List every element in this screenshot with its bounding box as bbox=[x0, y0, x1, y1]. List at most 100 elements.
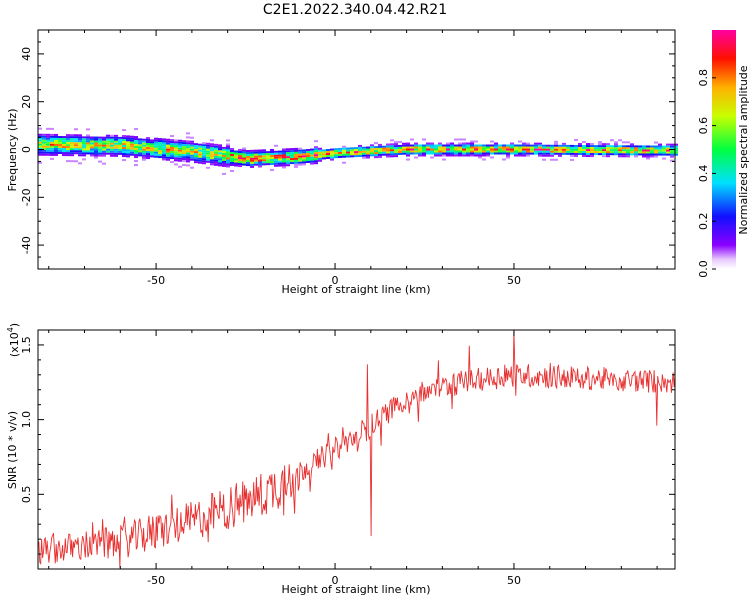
heatmap-cell bbox=[150, 139, 154, 142]
heatmap-cell bbox=[346, 153, 350, 156]
heatmap-cell bbox=[538, 146, 542, 149]
heatmap-cell bbox=[510, 148, 514, 151]
heatmap-cell bbox=[542, 150, 546, 153]
heatmap-cell bbox=[306, 152, 310, 155]
colorbar-tick-label: 0.4 bbox=[697, 165, 710, 183]
heatmap-cell bbox=[106, 138, 110, 141]
heatmap-cell bbox=[614, 151, 618, 154]
heatmap-cell bbox=[618, 155, 622, 158]
heatmap-cell bbox=[646, 151, 650, 154]
heatmap-cell bbox=[122, 159, 126, 162]
heatmap-cell bbox=[538, 150, 542, 153]
heatmap-cell bbox=[74, 150, 78, 153]
heatmap-cell bbox=[54, 139, 58, 142]
spectrogram-y-label: Frequency (Hz) bbox=[6, 109, 19, 192]
heatmap-cell bbox=[50, 137, 54, 140]
heatmap-cell bbox=[182, 142, 186, 145]
heatmap-cell bbox=[146, 155, 150, 158]
heatmap-cell bbox=[158, 140, 162, 143]
heatmap-cell bbox=[674, 149, 678, 152]
heatmap-cell bbox=[70, 142, 74, 145]
heatmap-cell bbox=[626, 151, 630, 154]
heatmap-cell bbox=[450, 146, 454, 149]
heatmap-cell bbox=[590, 155, 594, 158]
heatmap-cell bbox=[62, 144, 66, 147]
heatmap-cell bbox=[590, 151, 594, 154]
x-tick-label: 0 bbox=[332, 274, 339, 287]
heatmap-cell bbox=[298, 157, 302, 160]
heatmap-cell bbox=[486, 150, 490, 153]
heatmap-cell bbox=[190, 148, 194, 151]
heatmap-cell bbox=[158, 138, 162, 141]
heatmap-cell bbox=[102, 146, 106, 149]
heatmap-cell bbox=[234, 162, 238, 165]
heatmap-cell bbox=[546, 146, 550, 149]
heatmap-cell bbox=[46, 139, 50, 142]
heatmap-cell bbox=[134, 136, 138, 139]
heatmap-cell bbox=[226, 143, 230, 146]
heatmap-cell bbox=[130, 151, 134, 154]
heatmap-cell bbox=[290, 156, 294, 159]
heatmap-cell bbox=[174, 143, 178, 146]
heatmap-cell bbox=[518, 148, 522, 151]
heatmap-cell bbox=[206, 160, 210, 163]
heatmap-cell bbox=[278, 150, 282, 153]
heatmap-cell bbox=[534, 142, 538, 145]
heatmap-cell bbox=[570, 148, 574, 151]
heatmap-cell bbox=[42, 137, 46, 140]
heatmap-cell bbox=[570, 150, 574, 153]
heatmap-cell bbox=[554, 140, 558, 143]
heatmap-cell bbox=[214, 157, 218, 160]
heatmap-cell bbox=[522, 142, 526, 145]
heatmap-cell bbox=[646, 153, 650, 156]
heatmap-cell bbox=[654, 147, 658, 150]
heatmap-cell bbox=[522, 150, 526, 153]
heatmap-cell bbox=[86, 150, 90, 153]
heatmap-cell bbox=[38, 127, 42, 130]
heatmap-cell bbox=[78, 152, 82, 155]
heatmap-cell bbox=[282, 158, 286, 161]
heatmap-cell bbox=[122, 149, 126, 152]
heatmap-cell bbox=[206, 158, 210, 161]
heatmap-cell bbox=[262, 149, 266, 152]
heatmap-cell bbox=[102, 144, 106, 147]
heatmap-cell bbox=[206, 148, 210, 151]
heatmap-cell bbox=[74, 152, 78, 155]
heatmap-cell bbox=[46, 141, 50, 144]
heatmap-cell bbox=[450, 142, 454, 145]
heatmap-cell bbox=[70, 160, 74, 163]
heatmap-cell bbox=[438, 146, 442, 149]
heatmap-cell bbox=[226, 139, 230, 142]
heatmap-cell bbox=[330, 148, 334, 151]
heatmap-cell bbox=[254, 159, 258, 162]
heatmap-cell bbox=[318, 151, 322, 154]
heatmap-cell bbox=[414, 146, 418, 149]
heatmap-cell bbox=[194, 157, 198, 160]
colorbar-tick-label: 0.2 bbox=[697, 212, 710, 230]
heatmap-cell bbox=[618, 153, 622, 156]
heatmap-cell bbox=[58, 148, 62, 151]
heatmap-cell bbox=[626, 147, 630, 150]
heatmap-cell bbox=[58, 150, 62, 153]
heatmap-cell bbox=[258, 157, 262, 160]
heatmap-cell bbox=[274, 158, 278, 161]
heatmap-cell bbox=[486, 146, 490, 149]
heatmap-cell bbox=[114, 152, 118, 155]
heatmap-cell bbox=[62, 142, 66, 145]
heatmap-cell bbox=[274, 152, 278, 155]
heatmap-cell bbox=[334, 150, 338, 153]
heatmap-cell bbox=[674, 147, 678, 150]
heatmap-cell bbox=[314, 162, 318, 165]
heatmap-cell bbox=[302, 159, 306, 162]
heatmap-cell bbox=[306, 160, 310, 163]
heatmap-cell bbox=[190, 156, 194, 159]
heatmap-cell bbox=[122, 129, 126, 132]
heatmap-cell bbox=[138, 140, 142, 143]
heatmap-cell bbox=[158, 146, 162, 149]
heatmap-cell bbox=[506, 148, 510, 151]
heatmap-cell bbox=[218, 144, 222, 147]
heatmap-cell bbox=[46, 145, 50, 148]
heatmap-cell bbox=[78, 140, 82, 143]
heatmap-cell bbox=[426, 146, 430, 149]
heatmap-cell bbox=[510, 146, 514, 149]
